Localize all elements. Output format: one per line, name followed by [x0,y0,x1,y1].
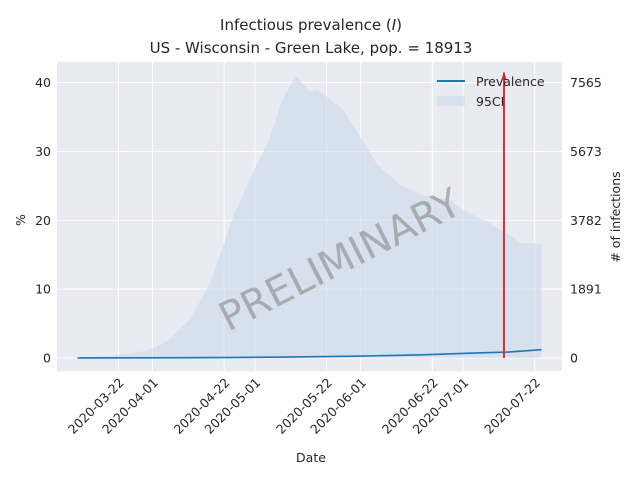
legend: Prevalence 95CI [437,74,545,109]
legend-label-prevalence: Prevalence [476,74,545,89]
y-tick-label: 30 [35,144,51,159]
y-ticks: 0 10 20 30 40 [35,75,51,365]
prevalence-line [77,348,542,359]
y2-axis-label: # of infections [608,171,623,262]
chart-title: Infectious prevalence (I) [220,16,402,34]
y2-ticks: 0 1891 3782 5673 7565 [570,75,602,365]
x-axis-label: Date [296,450,326,465]
y-tick-label: 10 [35,282,51,297]
current-date-marker-head [501,72,507,80]
y2-tick-label: 3782 [570,213,602,228]
y2-tick-label: 5673 [570,144,602,159]
y2-tick-label: 1891 [570,282,602,297]
legend-swatch-95ci [437,96,465,106]
x-tick-label: 2020-07-22 [481,375,543,437]
legend-label-95ci: 95CI [476,94,504,109]
chart-subtitle: US - Wisconsin - Green Lake, pop. = 1891… [150,39,473,57]
y-axis-label: % [13,214,28,226]
ci-band [77,75,542,358]
y2-tick-label: 0 [570,350,578,365]
y-tick-label: 0 [43,350,51,365]
y-tick-label: 40 [35,75,51,90]
y-tick-label: 20 [35,213,51,228]
y2-tick-label: 7565 [570,75,602,90]
